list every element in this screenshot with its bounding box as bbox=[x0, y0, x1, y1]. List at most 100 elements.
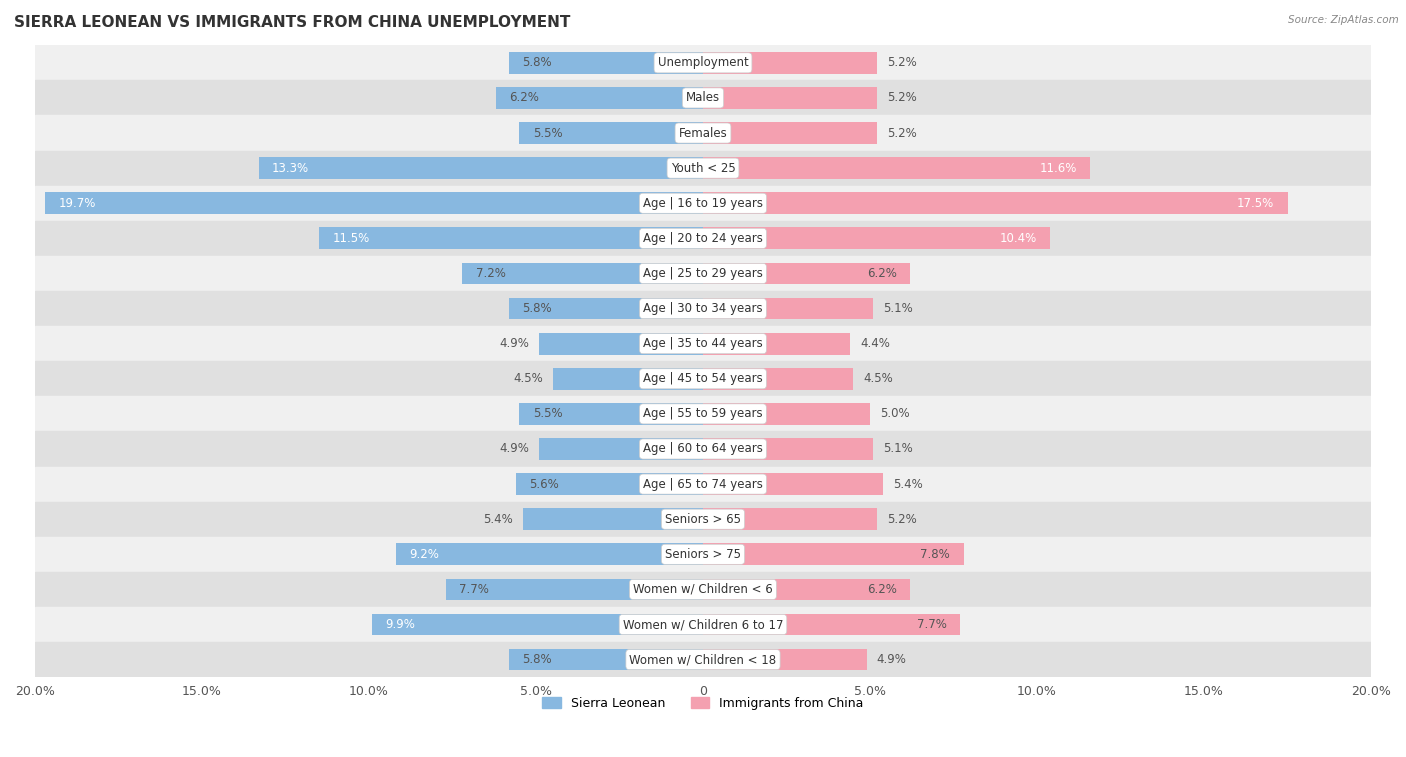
Text: Age | 35 to 44 years: Age | 35 to 44 years bbox=[643, 337, 763, 350]
Text: Females: Females bbox=[679, 126, 727, 139]
Bar bbox=[35, 537, 1371, 572]
Bar bbox=[703, 122, 877, 144]
Text: 7.2%: 7.2% bbox=[475, 267, 506, 280]
Text: 4.5%: 4.5% bbox=[513, 372, 543, 385]
Text: 5.4%: 5.4% bbox=[482, 512, 513, 525]
Bar bbox=[35, 326, 1371, 361]
Text: 5.1%: 5.1% bbox=[883, 443, 912, 456]
Bar bbox=[703, 368, 853, 390]
Bar bbox=[45, 192, 703, 214]
Text: 5.2%: 5.2% bbox=[887, 92, 917, 104]
Text: 5.8%: 5.8% bbox=[523, 653, 553, 666]
Bar bbox=[373, 614, 703, 635]
Bar bbox=[35, 185, 1371, 221]
Bar bbox=[703, 473, 883, 495]
Bar bbox=[703, 192, 1288, 214]
Bar bbox=[319, 227, 703, 249]
Bar bbox=[703, 227, 1050, 249]
Bar bbox=[35, 466, 1371, 502]
Text: 10.4%: 10.4% bbox=[1000, 232, 1038, 245]
Text: 6.2%: 6.2% bbox=[509, 92, 538, 104]
Bar bbox=[703, 263, 910, 285]
Bar bbox=[523, 508, 703, 530]
Text: 5.6%: 5.6% bbox=[529, 478, 560, 491]
Bar bbox=[35, 291, 1371, 326]
Bar bbox=[35, 361, 1371, 397]
Text: 17.5%: 17.5% bbox=[1237, 197, 1274, 210]
Text: Unemployment: Unemployment bbox=[658, 56, 748, 70]
Text: 5.5%: 5.5% bbox=[533, 126, 562, 139]
Text: Women w/ Children < 6: Women w/ Children < 6 bbox=[633, 583, 773, 596]
Text: Age | 20 to 24 years: Age | 20 to 24 years bbox=[643, 232, 763, 245]
Text: 7.8%: 7.8% bbox=[921, 548, 950, 561]
Text: 5.2%: 5.2% bbox=[887, 56, 917, 70]
Bar bbox=[703, 544, 963, 565]
Text: Women w/ Children 6 to 17: Women w/ Children 6 to 17 bbox=[623, 618, 783, 631]
Text: 19.7%: 19.7% bbox=[58, 197, 96, 210]
Bar bbox=[35, 221, 1371, 256]
Bar bbox=[259, 157, 703, 179]
Text: 7.7%: 7.7% bbox=[460, 583, 489, 596]
Bar bbox=[463, 263, 703, 285]
Bar bbox=[35, 431, 1371, 466]
Bar bbox=[703, 649, 866, 671]
Bar bbox=[35, 607, 1371, 642]
Bar bbox=[35, 572, 1371, 607]
Bar bbox=[35, 116, 1371, 151]
Bar bbox=[703, 87, 877, 109]
Text: 5.0%: 5.0% bbox=[880, 407, 910, 420]
Bar bbox=[703, 508, 877, 530]
Bar bbox=[703, 438, 873, 459]
Bar bbox=[516, 473, 703, 495]
Text: 9.9%: 9.9% bbox=[385, 618, 416, 631]
Text: 11.6%: 11.6% bbox=[1040, 162, 1077, 175]
Text: 5.5%: 5.5% bbox=[533, 407, 562, 420]
Text: Women w/ Children < 18: Women w/ Children < 18 bbox=[630, 653, 776, 666]
Bar bbox=[395, 544, 703, 565]
Text: 5.2%: 5.2% bbox=[887, 126, 917, 139]
Bar bbox=[35, 397, 1371, 431]
Text: 4.9%: 4.9% bbox=[877, 653, 907, 666]
Bar bbox=[703, 52, 877, 73]
Bar bbox=[446, 578, 703, 600]
Text: 4.4%: 4.4% bbox=[860, 337, 890, 350]
Bar bbox=[509, 298, 703, 319]
Bar bbox=[703, 333, 851, 354]
Bar bbox=[35, 256, 1371, 291]
Text: Seniors > 65: Seniors > 65 bbox=[665, 512, 741, 525]
Bar bbox=[509, 649, 703, 671]
Text: Age | 55 to 59 years: Age | 55 to 59 years bbox=[643, 407, 763, 420]
Bar bbox=[35, 80, 1371, 116]
Text: 13.3%: 13.3% bbox=[273, 162, 309, 175]
Text: 4.9%: 4.9% bbox=[499, 337, 529, 350]
Bar bbox=[540, 438, 703, 459]
Bar bbox=[519, 403, 703, 425]
Bar bbox=[35, 151, 1371, 185]
Bar bbox=[703, 157, 1091, 179]
Text: Age | 25 to 29 years: Age | 25 to 29 years bbox=[643, 267, 763, 280]
Text: Age | 45 to 54 years: Age | 45 to 54 years bbox=[643, 372, 763, 385]
Bar bbox=[553, 368, 703, 390]
Text: 5.4%: 5.4% bbox=[893, 478, 924, 491]
Bar bbox=[703, 578, 910, 600]
Text: 5.8%: 5.8% bbox=[523, 302, 553, 315]
Text: Age | 30 to 34 years: Age | 30 to 34 years bbox=[643, 302, 763, 315]
Text: 5.8%: 5.8% bbox=[523, 56, 553, 70]
Text: 5.1%: 5.1% bbox=[883, 302, 912, 315]
Bar bbox=[703, 614, 960, 635]
Text: Source: ZipAtlas.com: Source: ZipAtlas.com bbox=[1288, 15, 1399, 25]
Text: Youth < 25: Youth < 25 bbox=[671, 162, 735, 175]
Text: 6.2%: 6.2% bbox=[868, 583, 897, 596]
Text: Age | 65 to 74 years: Age | 65 to 74 years bbox=[643, 478, 763, 491]
Text: 6.2%: 6.2% bbox=[868, 267, 897, 280]
Bar bbox=[496, 87, 703, 109]
Text: Males: Males bbox=[686, 92, 720, 104]
Text: SIERRA LEONEAN VS IMMIGRANTS FROM CHINA UNEMPLOYMENT: SIERRA LEONEAN VS IMMIGRANTS FROM CHINA … bbox=[14, 15, 571, 30]
Text: Age | 60 to 64 years: Age | 60 to 64 years bbox=[643, 443, 763, 456]
Text: Age | 16 to 19 years: Age | 16 to 19 years bbox=[643, 197, 763, 210]
Text: 5.2%: 5.2% bbox=[887, 512, 917, 525]
Text: Seniors > 75: Seniors > 75 bbox=[665, 548, 741, 561]
Legend: Sierra Leonean, Immigrants from China: Sierra Leonean, Immigrants from China bbox=[537, 692, 869, 715]
Bar bbox=[540, 333, 703, 354]
Bar bbox=[703, 298, 873, 319]
